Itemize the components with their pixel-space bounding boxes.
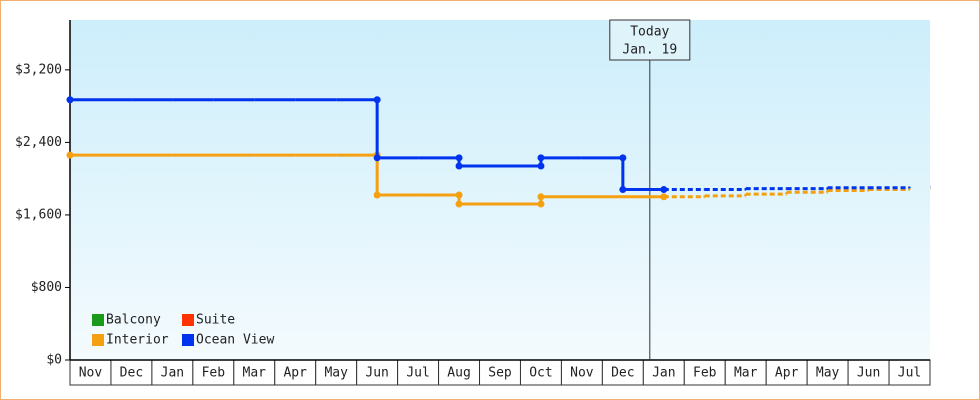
x-tick-label: Sep [488, 366, 512, 381]
x-tick-box [519, 359, 562, 386]
x-tick-label: May [324, 366, 348, 381]
today-box [609, 19, 691, 61]
x-tick-label: Jun [365, 366, 388, 381]
plot-area [70, 20, 930, 360]
legend-swatch [182, 334, 194, 346]
price-point [619, 154, 627, 162]
x-tick-label: Aug [447, 366, 470, 381]
x-tick-label: Jan [652, 366, 675, 381]
x-tick-box [601, 359, 644, 386]
x-tick-label: Apr [775, 366, 799, 381]
x-tick-label: Feb [202, 366, 226, 381]
y-tick-label: $3,200 [15, 62, 62, 77]
legend-label: Suite [196, 313, 235, 328]
today-label: Today [630, 25, 669, 40]
y-tick-label: $0 [46, 353, 62, 368]
y-tick-label: $800 [31, 280, 62, 295]
x-tick-label: Mar [734, 366, 758, 381]
x-tick-label: Jul [406, 366, 429, 381]
x-tick-box [724, 359, 767, 386]
x-tick-box [765, 359, 808, 386]
x-tick-label: Dec [611, 366, 634, 381]
x-tick-box [642, 359, 685, 386]
legend-swatch [92, 334, 104, 346]
price-point [66, 151, 74, 159]
x-tick-label: Jan [161, 366, 184, 381]
y-tick-label: $1,600 [15, 207, 62, 222]
price-point [537, 200, 545, 208]
price-point [373, 96, 381, 104]
price-point [455, 191, 463, 199]
x-tick-label: Dec [120, 366, 143, 381]
y-tick-label: $2,400 [15, 135, 62, 150]
legend-label: Interior [106, 333, 169, 348]
x-tick-label: Jul [898, 366, 921, 381]
price-point [660, 186, 668, 194]
x-tick-label: Apr [283, 366, 307, 381]
x-tick-label: Mar [243, 366, 267, 381]
x-tick-box [356, 359, 399, 386]
x-tick-label: Feb [693, 366, 717, 381]
x-tick-box [806, 359, 849, 386]
price-point [66, 96, 74, 104]
legend-swatch [92, 314, 104, 326]
x-tick-label: Nov [79, 366, 103, 381]
legend-label: Balcony [106, 313, 161, 328]
legend-swatch [182, 314, 194, 326]
x-tick-label: Oct [529, 366, 552, 381]
legend-label: Ocean View [196, 333, 274, 348]
x-tick-box [888, 359, 931, 386]
x-tick-label: Jun [857, 366, 880, 381]
price-point [660, 193, 668, 201]
price-point [537, 162, 545, 170]
today-label: Jan. 19 [622, 43, 677, 58]
x-tick-label: May [816, 366, 840, 381]
price-point [455, 154, 463, 162]
x-tick-label: Nov [570, 366, 594, 381]
